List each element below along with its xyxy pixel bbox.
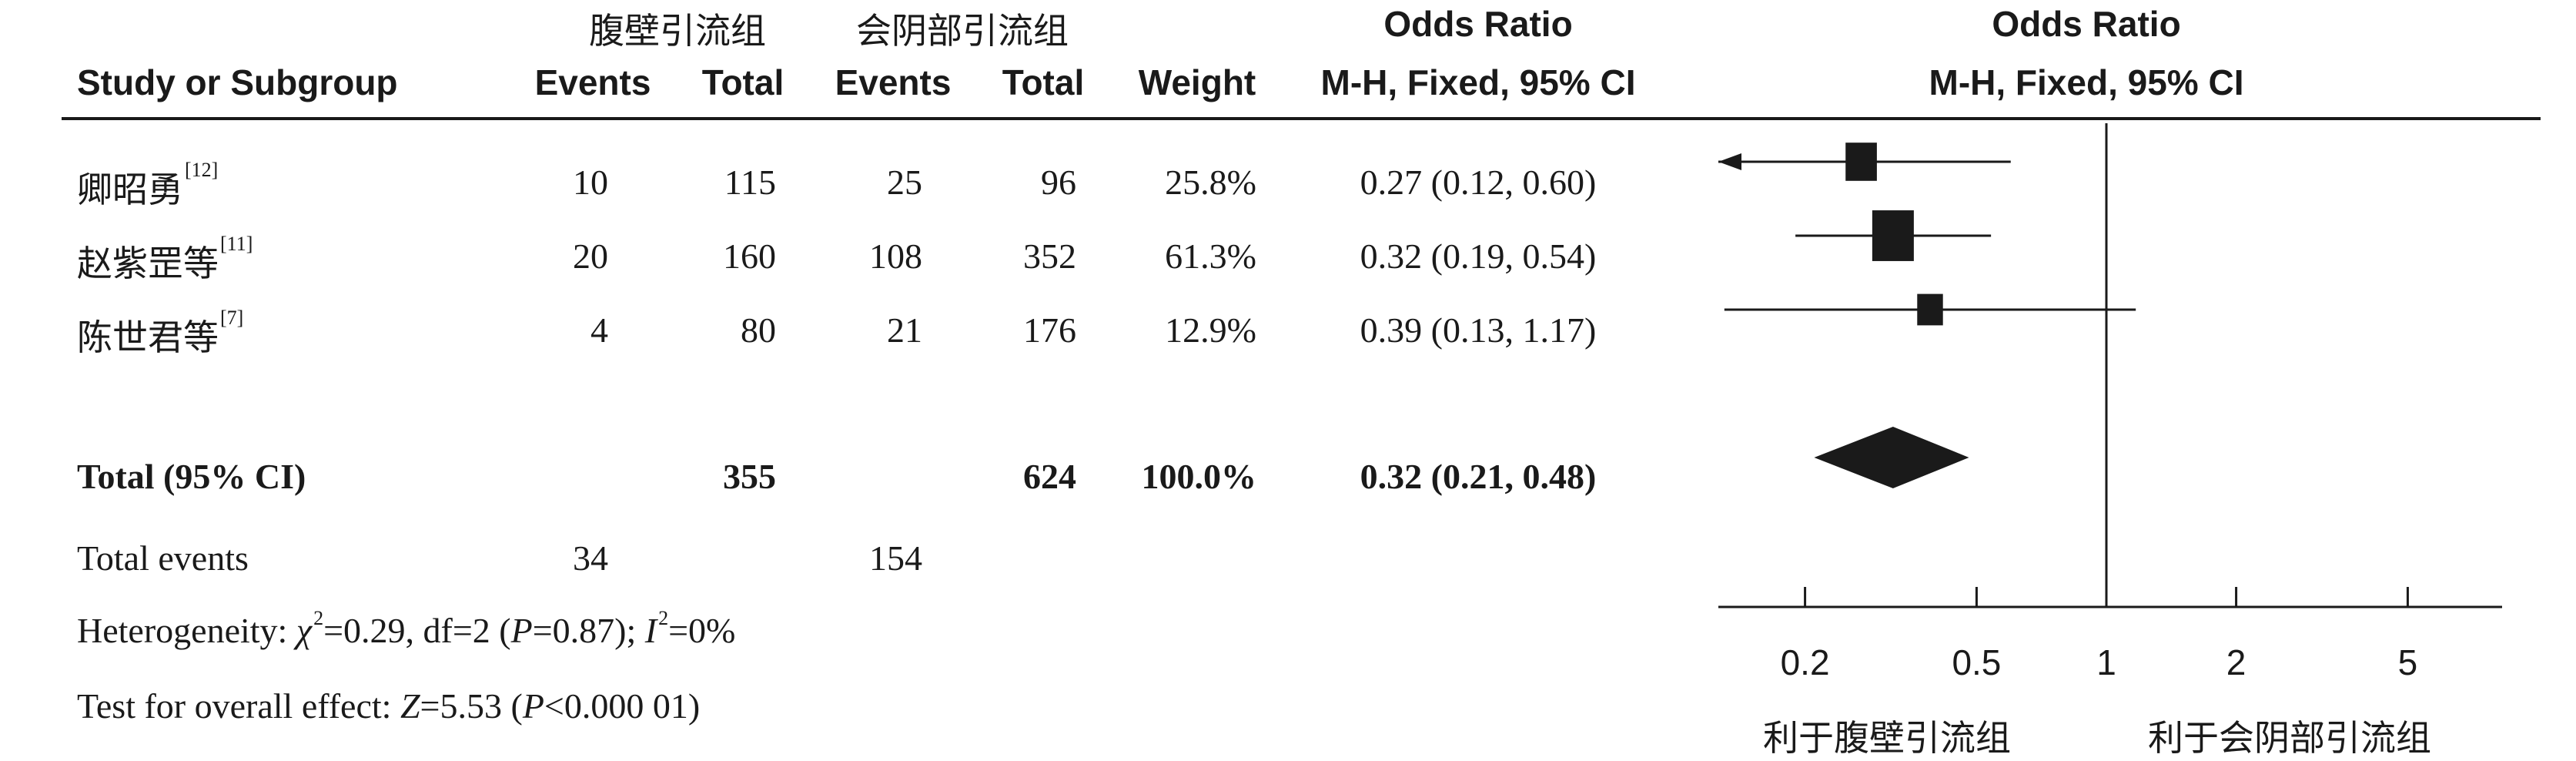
- study-weight: 25.8%: [1165, 163, 1256, 202]
- study-n2: 176: [1023, 310, 1076, 350]
- study-n1: 115: [724, 163, 776, 202]
- study-n2: 352: [1023, 236, 1076, 276]
- or-plot-title: Odds Ratio: [1992, 4, 2181, 44]
- study-weight: 12.9%: [1165, 310, 1256, 350]
- study-point-estimate: [1872, 210, 1914, 261]
- group2-header: 会阴部引流组: [856, 10, 1069, 52]
- study-e1: 4: [590, 310, 608, 350]
- study-ci: 0.39 (0.13, 1.17): [1360, 310, 1597, 350]
- z-value: =5.53 (: [420, 686, 523, 726]
- study-n1: 80: [741, 310, 776, 350]
- ci-arrow-icon: [1718, 153, 1741, 170]
- group1-events-header: Events: [534, 62, 651, 102]
- x-tick-label: 1: [2096, 642, 2116, 682]
- total-events-e1: 34: [573, 538, 608, 578]
- p-symbol: P: [510, 611, 533, 650]
- i-squared-value: =0%: [668, 611, 736, 650]
- group1-header: 腹壁引流组: [589, 10, 766, 52]
- total-weight: 100.0%: [1141, 457, 1257, 496]
- total-n1: 355: [723, 457, 776, 496]
- study-name: 陈世君等[7]: [77, 307, 244, 360]
- study-n2: 96: [1041, 163, 1076, 202]
- z-symbol: Z: [400, 686, 420, 726]
- study-name: 赵紫罡等[11]: [77, 233, 253, 287]
- chi-symbol: χ: [296, 611, 313, 650]
- study-name: 卿昭勇[12]: [77, 159, 219, 213]
- study-ci: 0.32 (0.19, 0.54): [1360, 236, 1597, 276]
- study-name-text: 赵紫罡等: [77, 243, 219, 284]
- weight-header: Weight: [1138, 62, 1256, 102]
- study-column-header: Study or Subgroup: [77, 62, 398, 102]
- study-name-text: 卿昭勇: [77, 169, 183, 210]
- study-weight: 61.3%: [1165, 236, 1256, 276]
- total-ci: 0.32 (0.21, 0.48): [1360, 457, 1597, 496]
- study-e1: 20: [573, 236, 608, 276]
- study-ref: [7]: [220, 307, 244, 329]
- study-n1: 160: [723, 236, 776, 276]
- study-point-estimate: [1845, 142, 1877, 181]
- favours-right-label: 利于会阴部引流组: [2148, 717, 2431, 759]
- favours-left-label: 利于腹壁引流组: [1763, 717, 2011, 759]
- group2-total-header: Total: [1002, 62, 1085, 102]
- overall-prefix: Test for overall effect:: [77, 686, 400, 726]
- x-tick-label: 0.2: [1781, 642, 1830, 682]
- x-tick-label: 2: [2226, 642, 2246, 682]
- pooled-estimate-diamond: [1814, 427, 1969, 488]
- total-events-e2: 154: [869, 538, 922, 578]
- x-tick-label: 5: [2398, 642, 2418, 682]
- heterogeneity-text: Heterogeneity: χ2=0.29, df=2 (P=0.87); I…: [77, 607, 736, 651]
- study-ref: [12]: [185, 159, 219, 181]
- overall-p-value: <0.000 01): [544, 686, 701, 726]
- study-ref: [11]: [220, 233, 253, 255]
- study-name-text: 陈世君等: [77, 317, 219, 358]
- heterogeneity-stats: =0.29, df=2 (: [323, 611, 511, 650]
- study-e2: 108: [869, 236, 922, 276]
- total-label: Total (95% CI): [77, 457, 306, 496]
- heterogeneity-p-value: =0.87);: [532, 611, 645, 650]
- heterogeneity-prefix: Heterogeneity:: [77, 611, 296, 650]
- or-method-header: M-H, Fixed, 95% CI: [1320, 62, 1636, 102]
- p-symbol: P: [522, 686, 544, 726]
- study-ci: 0.27 (0.12, 0.60): [1360, 163, 1597, 202]
- study-e2: 21: [887, 310, 922, 350]
- or-table-title: Odds Ratio: [1383, 4, 1573, 44]
- study-e1: 10: [573, 163, 608, 202]
- group1-total-header: Total: [701, 62, 785, 102]
- group2-events-header: Events: [835, 62, 952, 102]
- i-superscript: 2: [658, 607, 669, 629]
- header-rule: [62, 117, 2541, 120]
- total-n2: 624: [1023, 457, 1076, 496]
- i-symbol: I: [644, 611, 657, 650]
- chi-superscript: 2: [313, 607, 324, 629]
- plot-method-header: M-H, Fixed, 95% CI: [1929, 62, 2244, 102]
- x-tick-label: 0.5: [1952, 642, 2001, 682]
- total-events-label: Total events: [77, 538, 249, 578]
- study-point-estimate: [1917, 293, 1943, 326]
- overall-effect-text: Test for overall effect: Z=5.53 (P<0.000…: [77, 686, 700, 726]
- study-e2: 25: [887, 163, 922, 202]
